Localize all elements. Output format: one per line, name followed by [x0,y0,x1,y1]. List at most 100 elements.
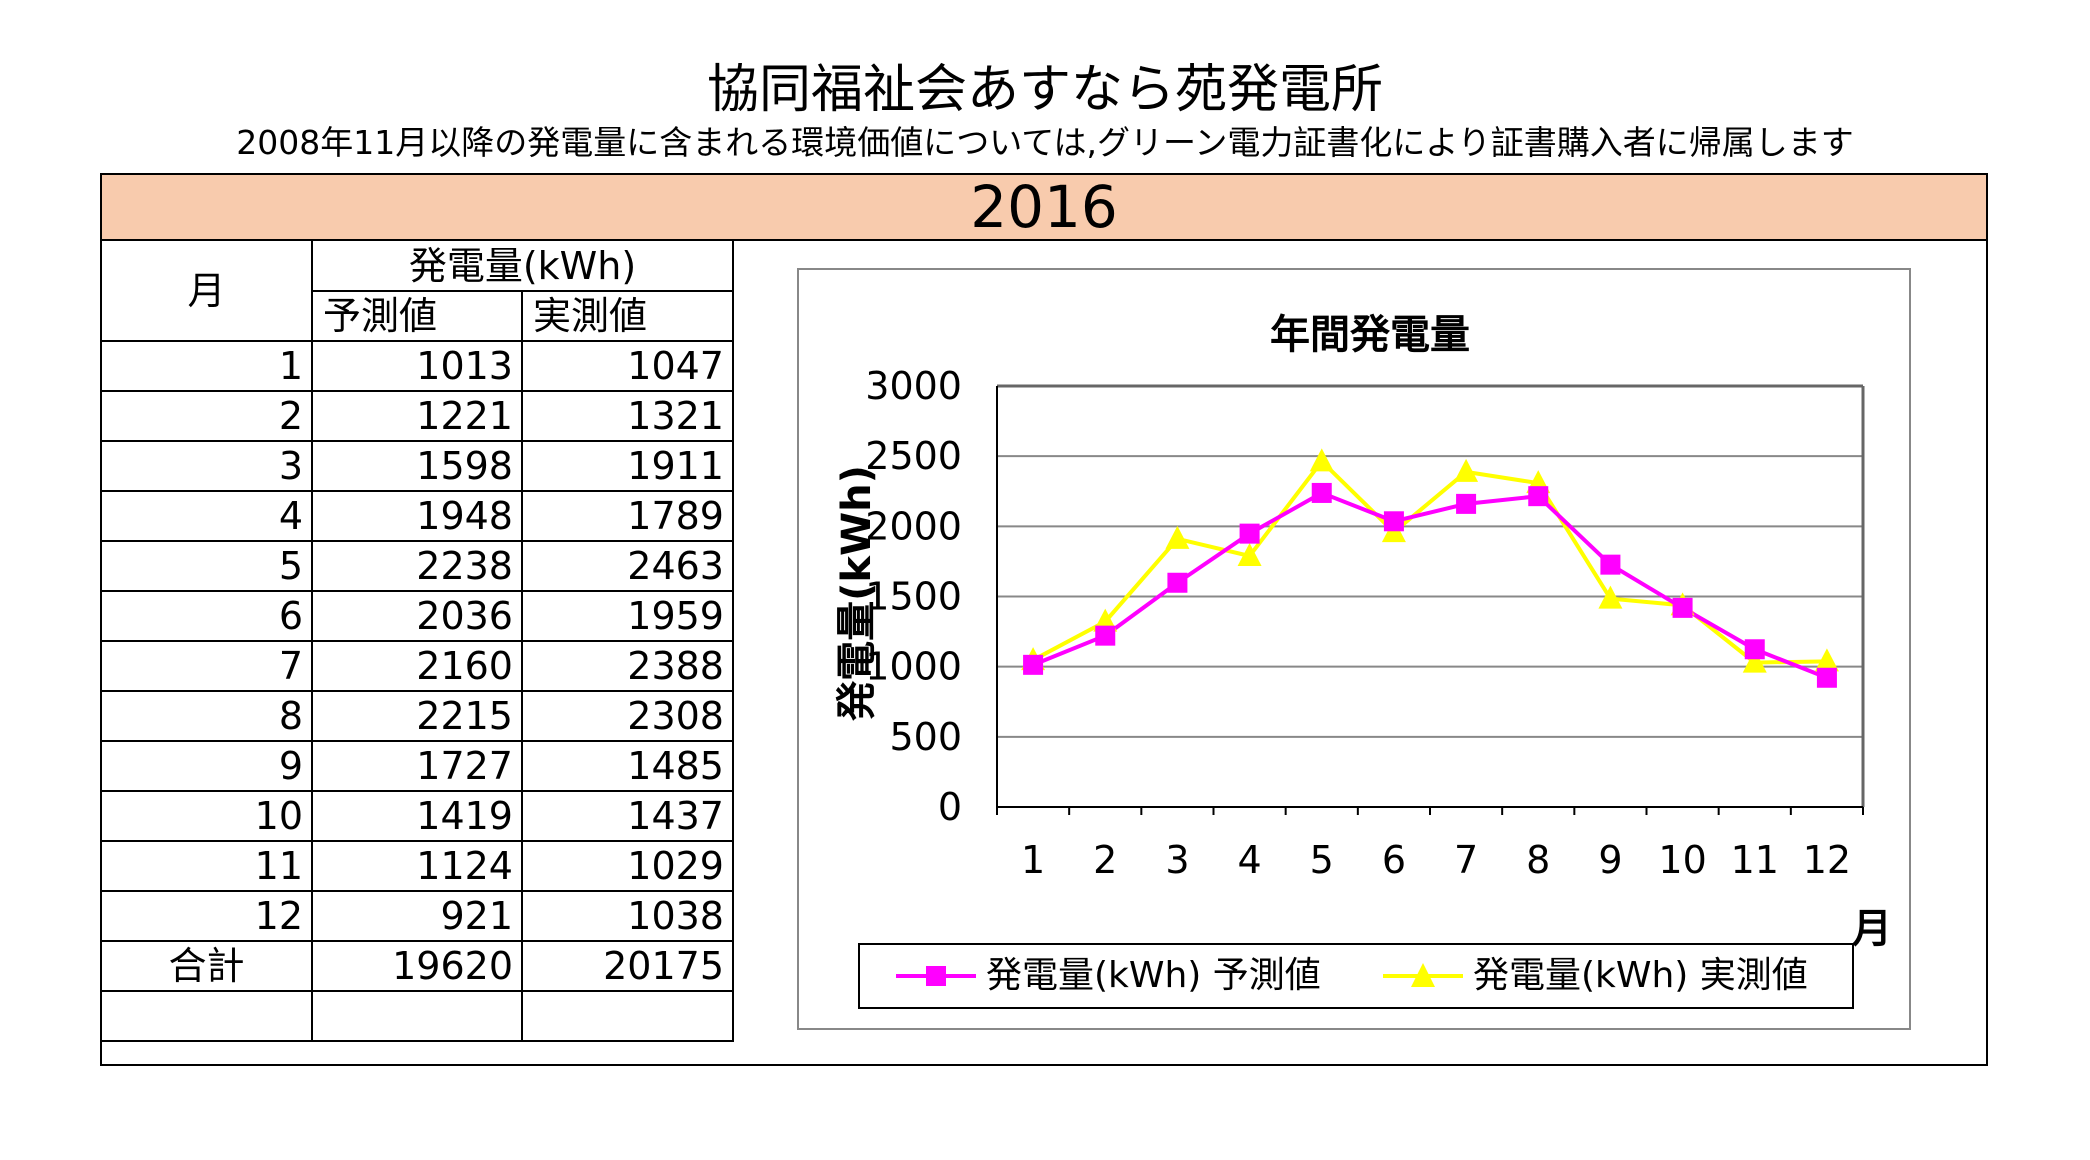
forecast-cell: 2238 [311,540,523,592]
x-tick-label: 10 [1658,838,1706,882]
x-tick-label: 5 [1310,838,1334,882]
y-tick-label: 1500 [865,575,962,619]
legend-square-marker-icon [896,966,976,986]
data-point-actual [1454,458,1479,482]
year-banner: 2016 [102,175,1986,241]
y-tick-label: 3000 [865,364,962,408]
actual-cell: 1437 [521,790,734,842]
data-point-actual [1598,585,1623,609]
total-actual-cell: 20175 [521,940,734,992]
forecast-cell: 1013 [311,340,523,392]
forecast-cell: 1221 [311,390,523,442]
x-tick-label: 4 [1237,838,1261,882]
legend-label-actual: 発電量(kWh) 実測値 [1473,955,1808,996]
month-cell: 9 [102,740,313,792]
data-point-forecast [1672,597,1693,618]
generation-table: 月 発電量(kWh) 予測値 実測値 1 1013 1047 2 1221 1321 3 15… [102,241,734,1042]
y-tick-label: 0 [938,785,962,829]
y-tick-label: 500 [889,715,962,759]
generation-group-header: 発電量(kWh) [311,241,734,292]
empty-cell [102,990,313,1042]
actual-cell: 1911 [521,440,734,492]
table-row: 8 2215 2308 [102,690,734,742]
x-tick-label: 11 [1731,838,1779,882]
legend-triangle-marker-icon [1383,963,1463,987]
series-line-forecast [1032,490,1828,680]
x-tick-label: 12 [1803,838,1851,882]
table-row: 5 2238 2463 [102,540,734,592]
data-point-forecast [1600,554,1621,575]
y-tick-label: 2500 [865,434,962,478]
actual-header: 実測値 [521,290,734,342]
table-row: 1 1013 1047 [102,340,734,392]
chart-title: 年間発電量 [1270,312,1470,358]
table-row: 3 1598 1911 [102,440,734,492]
actual-cell: 1959 [521,590,734,642]
x-tick-label: 3 [1165,838,1189,882]
chart-legend: 発電量(kWh) 予測値 発電量(kWh) 実測値 [858,943,1854,1009]
month-cell: 2 [102,390,313,442]
month-header: 月 [102,241,313,342]
total-forecast-cell: 19620 [311,940,523,992]
data-point-forecast [1095,625,1116,646]
data-point-forecast [1383,511,1404,532]
data-point-forecast [1456,493,1477,514]
table-row: 4 1948 1789 [102,490,734,542]
data-point-forecast [1816,667,1837,688]
actual-cell: 2463 [521,540,734,592]
y-tick-label: 2000 [865,504,962,548]
y-axis-label: 発電量(kWh) [834,465,880,721]
data-point-forecast [1528,486,1549,507]
page-subtitle: 2008年11月以降の発電量に含まれる環境価値については,グリーン電力証書化によ… [236,123,1854,162]
x-tick-label: 9 [1598,838,1622,882]
forecast-cell: 1598 [311,440,523,492]
table-row: 2 1221 1321 [102,390,734,442]
table-row: 11 1124 1029 [102,840,734,892]
x-axis-label: 月 [1852,906,1892,952]
actual-cell: 1321 [521,390,734,442]
forecast-cell: 2215 [311,690,523,742]
month-cell: 8 [102,690,313,742]
month-cell: 6 [102,590,313,642]
actual-cell: 2308 [521,690,734,742]
forecast-cell: 1419 [311,790,523,842]
month-cell: 3 [102,440,313,492]
month-cell: 7 [102,640,313,692]
month-cell: 4 [102,490,313,542]
data-point-actual [1165,525,1190,549]
forecast-cell: 2036 [311,590,523,642]
month-cell: 12 [102,890,313,942]
page-title: 協同福祉会あすなら苑発電所 [706,60,1383,120]
data-point-forecast [1239,523,1260,544]
actual-cell: 1789 [521,490,734,542]
data-point-forecast [1167,572,1188,593]
forecast-header: 予測値 [312,290,523,342]
table-row: 7 2160 2388 [102,640,734,692]
table-row: 9 1727 1485 [102,740,734,792]
data-point-actual [1742,649,1767,673]
data-point-forecast [1311,482,1332,503]
month-cell: 11 [102,840,313,892]
total-row: 合計 19620 20175 [102,940,734,992]
forecast-cell: 2160 [311,640,523,692]
empty-row [102,990,734,1042]
x-tick-label: 6 [1382,838,1406,882]
forecast-cell: 1124 [311,840,523,892]
total-label: 合計 [102,940,313,992]
table-row: 12 921 1038 [102,890,734,942]
month-cell: 10 [102,790,313,842]
actual-cell: 1485 [521,740,734,792]
x-tick-label: 7 [1454,838,1478,882]
actual-cell: 1047 [521,340,734,392]
table-row: 10 1419 1437 [102,790,734,842]
empty-cell [311,990,523,1042]
data-point-actual [1309,448,1334,472]
forecast-cell: 1948 [311,490,523,542]
forecast-cell: 921 [311,890,523,942]
forecast-cell: 1727 [311,740,523,792]
data-point-forecast [1023,654,1044,675]
empty-cell [521,990,734,1042]
actual-cell: 2388 [521,640,734,692]
data-point-actual [1814,648,1839,672]
